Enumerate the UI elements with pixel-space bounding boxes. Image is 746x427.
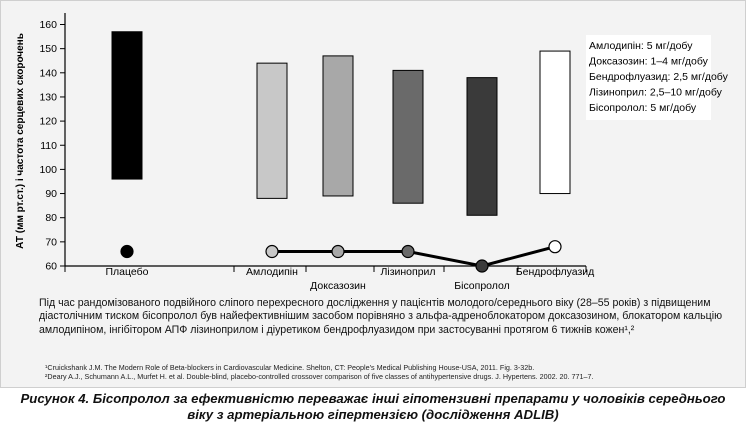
- legend-box: [586, 35, 711, 120]
- reference-2: ²Deary A.J., Schumann A.L., Murfet H. et…: [45, 372, 594, 382]
- y-tick-label: 90: [45, 188, 57, 200]
- heart-rate-point: [331, 244, 345, 259]
- caption-line-1: Рисунок 4. Бісопролол за ефективністю пе…: [20, 391, 726, 406]
- y-tick-label: 60: [45, 261, 57, 273]
- legend-item: Бісопролол: 5 мг/добу: [589, 102, 697, 114]
- x-tick-label: Бісопролол: [454, 280, 510, 292]
- bar-6: [539, 50, 571, 195]
- figure-panel: 60 70 80 90 100 110 120 130 140 150 160 АТ (мм рт.с…: [0, 0, 746, 388]
- legend-item: Амлодипін: 5 мг/добу: [589, 40, 693, 52]
- heart-rate-point: [401, 244, 415, 259]
- y-tick-label: 160: [39, 19, 57, 31]
- y-axis-title: АТ (мм рт.ст.) і частота серцевих скороч…: [15, 33, 26, 249]
- x-tick-label: Бендрофлуазид: [516, 266, 595, 278]
- figure-caption: Рисунок 4. Бісопролол за ефективністю пе…: [0, 391, 746, 423]
- x-tick-label: Плацебо: [106, 266, 149, 278]
- heart-rate-point: [120, 244, 134, 259]
- y-tick-label: 100: [39, 164, 57, 176]
- legend-item: Бендрофлуазид: 2,5 мг/добу: [589, 71, 729, 83]
- y-tick-label: 140: [39, 67, 57, 79]
- heart-rate-point: [265, 244, 279, 259]
- bar-2: [256, 62, 288, 199]
- bar-1: [111, 31, 143, 180]
- y-tick-label: 120: [39, 116, 57, 128]
- x-tick-label: Амлодипін: [246, 266, 298, 278]
- y-tick-label: 150: [39, 43, 57, 55]
- heart-rate-point: [548, 240, 562, 254]
- study-note: Під час рандомізованого подвійного сліпо…: [39, 297, 723, 336]
- heart-rate-point: [475, 259, 489, 273]
- y-tick-label: 130: [39, 91, 57, 103]
- y-tick-label: 110: [40, 140, 57, 152]
- y-tick-label: 80: [45, 212, 57, 224]
- caption-line-2: віку з артеріальною гіпертензією (дослід…: [187, 407, 559, 422]
- bar-3: [322, 55, 354, 197]
- legend-item: Доксазозин: 1–4 мг/добу: [589, 56, 709, 68]
- bar-5: [466, 77, 498, 216]
- references: ¹Cruickshank J.M. The Modern Role of Bet…: [45, 363, 735, 381]
- reference-1: ¹Cruickshank J.M. The Modern Role of Bet…: [45, 363, 535, 372]
- legend-item: Лізиноприл: 2,5–10 мг/добу: [589, 87, 723, 99]
- x-tick-label: Лізиноприл: [380, 266, 435, 278]
- x-tick-label: Доксазозин: [310, 280, 366, 292]
- bar-4: [392, 69, 424, 204]
- chart: 60 70 80 90 100 110 120 130 140 150 160 АТ (мм рт.с…: [15, 13, 729, 292]
- y-tick-label: 70: [45, 236, 57, 248]
